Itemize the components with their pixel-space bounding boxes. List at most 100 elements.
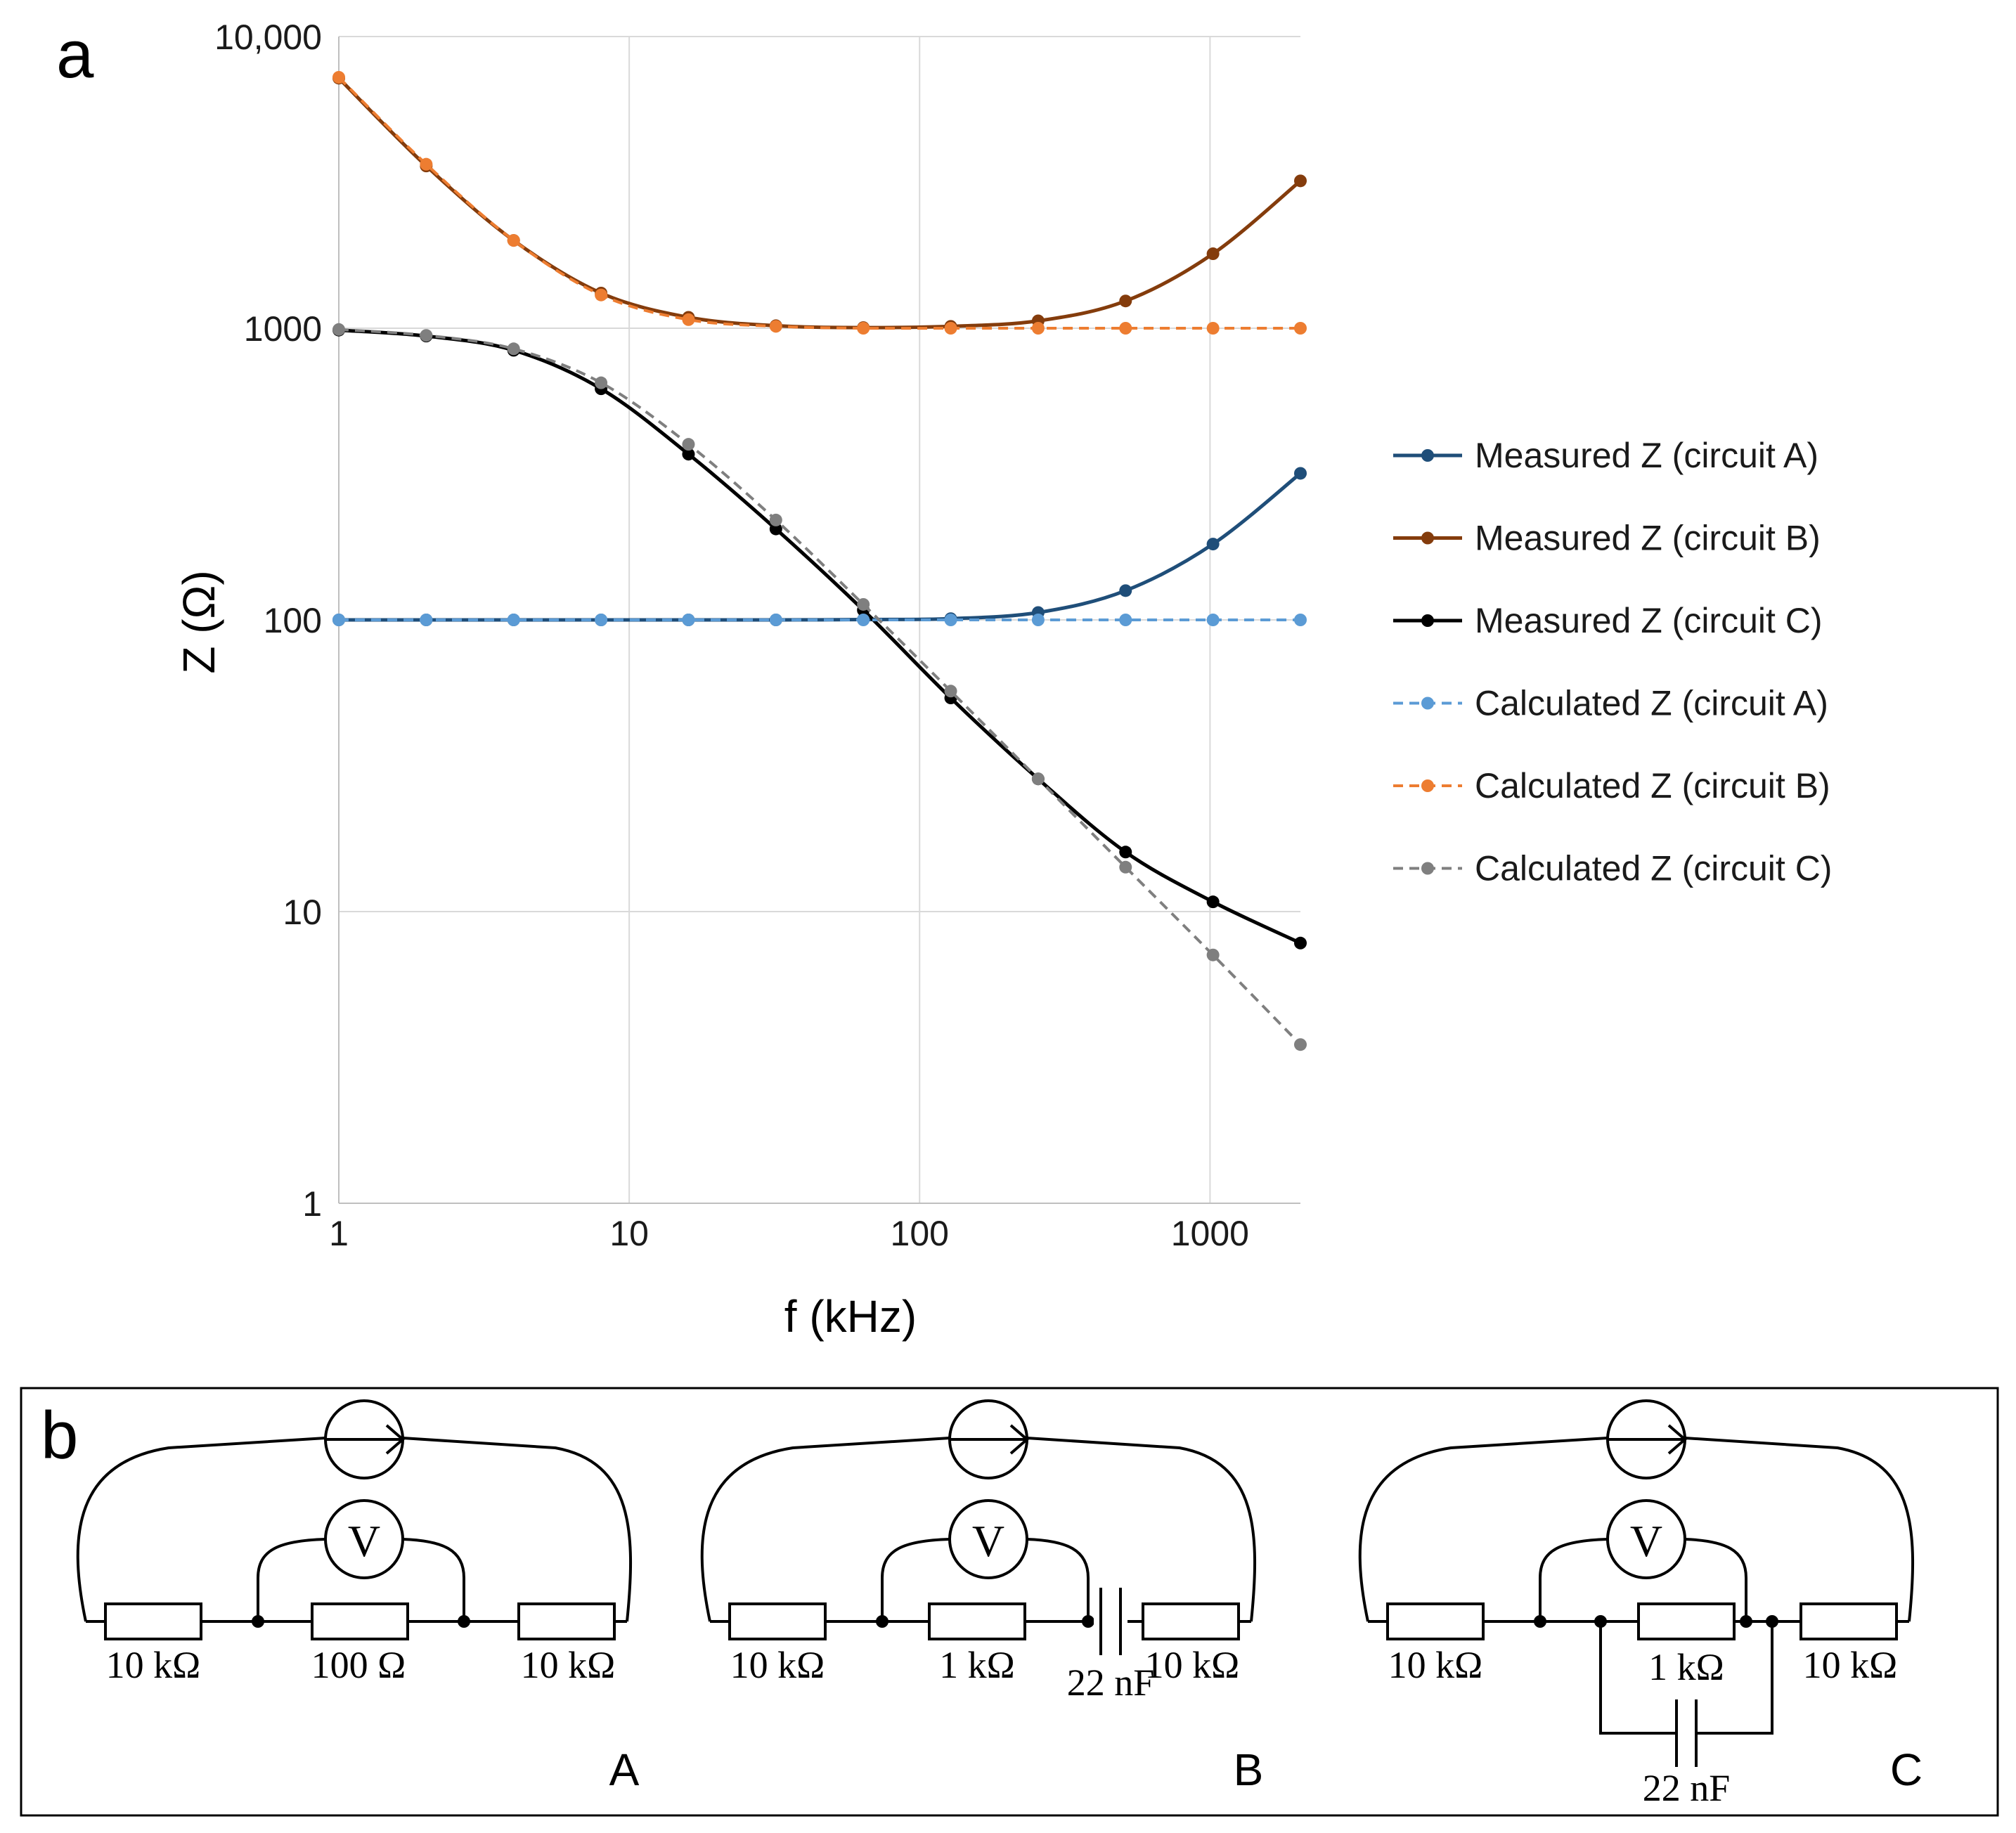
data-point	[1294, 174, 1307, 188]
legend-label: Measured Z (circuit A)	[1475, 436, 1818, 475]
resistor-right-label: 10 kΩ	[1803, 1644, 1898, 1686]
x-tick-label: 10	[609, 1214, 649, 1253]
wire	[402, 1437, 633, 1622]
series-line	[338, 328, 1302, 945]
legend-item: Calculated Z (circuit B)	[1393, 766, 1830, 805]
data-point	[857, 322, 870, 335]
resistor	[311, 1602, 409, 1640]
resistor-right-label: 10 kΩ	[1145, 1644, 1240, 1686]
circuits: V 10 kΩ 10 kΩ 100 Ω A V 10 kΩ 10 kΩ 1 kΩ 22 nF B V 1…	[76, 1399, 1923, 1809]
data-point	[1119, 846, 1132, 859]
data-point	[1119, 322, 1132, 335]
data-point	[944, 322, 957, 335]
wire	[700, 1437, 950, 1622]
circuit-B: V 10 kΩ 10 kΩ 1 kΩ 22 nF B	[700, 1399, 1264, 1795]
legend-label: Measured Z (circuit C)	[1475, 601, 1823, 640]
data-point	[332, 70, 345, 84]
resistor-right-label: 10 kΩ	[521, 1644, 616, 1686]
data-point	[769, 522, 782, 536]
data-point	[1206, 247, 1220, 261]
wire	[881, 1538, 950, 1621]
data-point	[769, 614, 782, 626]
plot-area: 1 10 100 1000 1 10 100 1000 10,000	[214, 18, 1307, 1253]
series-line	[337, 77, 1302, 330]
resistor-mid-label: 100 Ω	[311, 1644, 406, 1686]
series-4	[332, 614, 1307, 626]
resistor	[104, 1602, 202, 1640]
circuit-A: V 10 kΩ 10 kΩ 100 Ω A	[76, 1399, 640, 1795]
x-tick-label: 1	[329, 1214, 349, 1253]
legend-item: Measured Z (circuit B)	[1393, 519, 1821, 558]
voltmeter	[948, 1499, 1028, 1579]
data-point	[682, 448, 695, 461]
data-point	[944, 685, 957, 698]
data-point	[507, 614, 520, 626]
resistor-left-label: 10 kΩ	[730, 1644, 825, 1686]
series-3	[332, 323, 1307, 950]
data-point	[595, 376, 608, 389]
data-point	[944, 614, 957, 626]
voltmeter-label: V	[1630, 1516, 1662, 1566]
legend-label: Calculated Z (circuit A)	[1475, 684, 1828, 723]
resistor	[1799, 1602, 1898, 1640]
legend-swatch-marker	[1421, 614, 1434, 627]
wire	[1696, 1621, 1773, 1735]
circuit-label: C	[1890, 1744, 1923, 1795]
voltmeter-label: V	[348, 1516, 380, 1566]
panel-label-b: b	[41, 1398, 78, 1473]
x-axis-label: f (kHz)	[784, 1291, 917, 1342]
legend-label: Calculated Z (circuit C)	[1475, 849, 1832, 888]
y-tick-label: 10,000	[214, 18, 322, 57]
x-tick-label: 100	[891, 1214, 949, 1253]
junction	[1082, 1615, 1094, 1628]
wire	[1599, 1621, 1676, 1735]
data-point	[1031, 614, 1045, 626]
legend-item: Calculated Z (circuit C)	[1393, 849, 1832, 888]
resistor-left-label: 10 kΩ	[106, 1644, 201, 1686]
x-tick-label: 1000	[1171, 1214, 1249, 1253]
y-tick-label: 1000	[244, 309, 322, 349]
panel-label-a: a	[56, 17, 94, 92]
resistor	[517, 1602, 616, 1640]
diagram-frame	[20, 1387, 1999, 1817]
data-point	[769, 513, 782, 526]
axes: 1 10 100 1000 1 10 100 1000 10,000	[214, 18, 1300, 1253]
wire	[257, 1538, 326, 1621]
data-point	[682, 313, 695, 326]
circuit-label: A	[609, 1744, 640, 1795]
wire	[76, 1437, 326, 1622]
current-source-arrowhead	[1667, 1424, 1688, 1455]
y-tick-label: 1	[302, 1184, 322, 1224]
data-point	[332, 323, 345, 336]
series-2	[332, 72, 1307, 335]
junction	[458, 1615, 470, 1628]
data-point	[1206, 948, 1220, 961]
junction	[1534, 1615, 1546, 1628]
resistor-mid-label: 1 kΩ	[1648, 1646, 1724, 1688]
legend: Measured Z (circuit A) Measured Z (circui…	[1393, 436, 1832, 888]
data-point	[682, 614, 695, 626]
circuit-label: B	[1234, 1744, 1264, 1795]
wire	[1026, 1538, 1090, 1621]
series-line	[338, 328, 1302, 1046]
junction	[876, 1615, 889, 1628]
wire	[1026, 1437, 1257, 1622]
data-point	[1119, 294, 1132, 308]
data-point	[857, 597, 870, 611]
capacitor-gap	[1094, 1586, 1127, 1657]
legend-swatch-marker	[1421, 779, 1434, 792]
series-line	[337, 76, 1300, 330]
legend-swatch-marker	[1421, 862, 1434, 875]
data-point	[1206, 322, 1220, 335]
wire	[402, 1538, 465, 1621]
data-point	[420, 614, 433, 626]
legend-swatch-marker	[1421, 531, 1434, 545]
data-point	[507, 234, 520, 247]
data-point	[420, 329, 433, 342]
legend-swatch-marker	[1421, 697, 1434, 710]
data-point	[769, 320, 782, 333]
junction	[1740, 1615, 1752, 1628]
circuit-diagram: b V 10 kΩ 10 kΩ 100 Ω A V 10 kΩ 10 kΩ 1 kΩ 22 nF B…	[20, 1387, 1999, 1817]
capacitor-label: 22 nF	[1643, 1767, 1731, 1809]
